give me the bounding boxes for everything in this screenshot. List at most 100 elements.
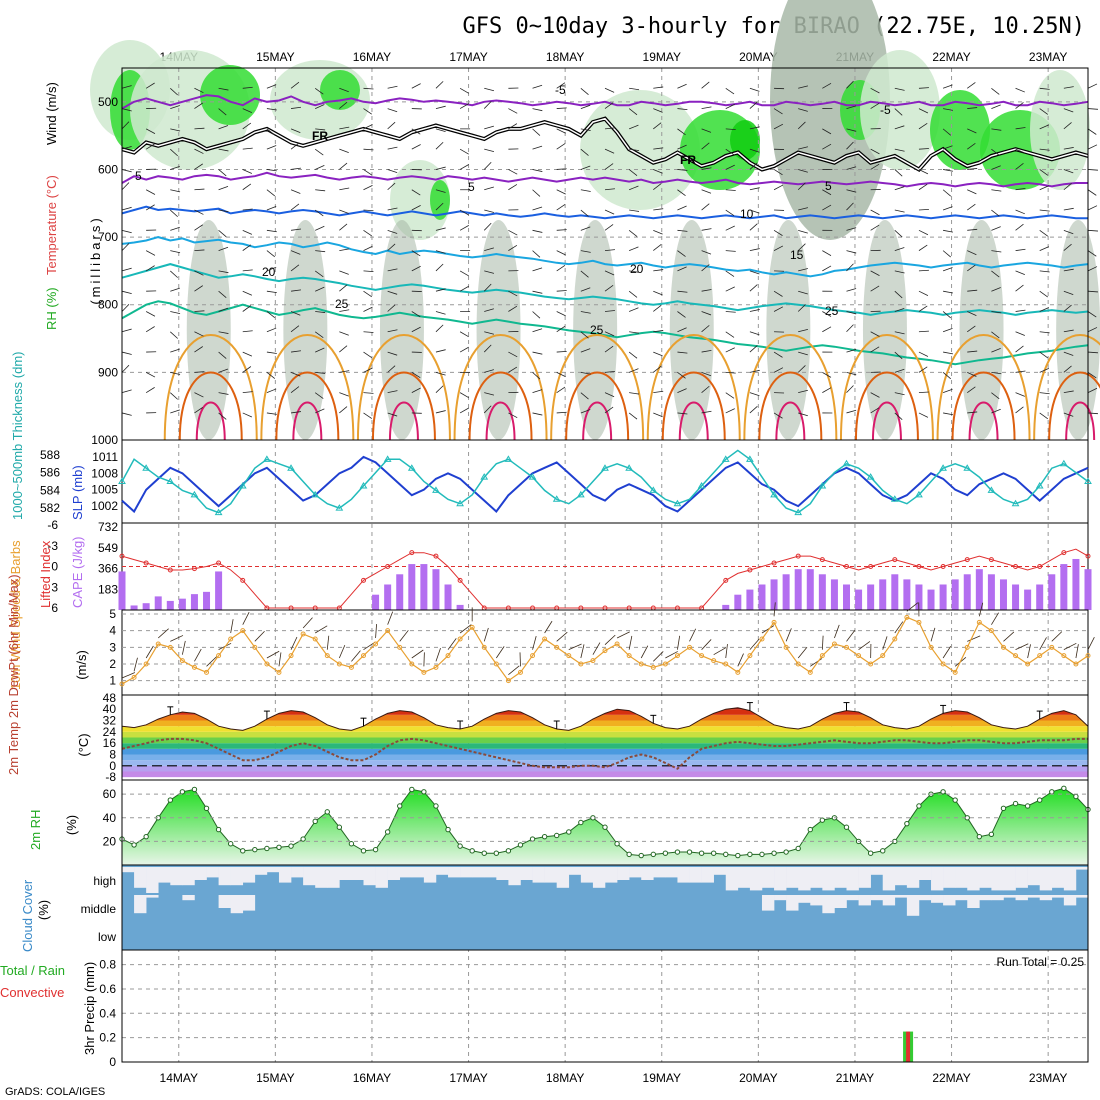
wind-barb xyxy=(194,209,204,215)
surface-isotherm-loop xyxy=(743,334,838,441)
cloud-bar xyxy=(472,867,485,878)
cloud-bar xyxy=(1027,867,1040,886)
wind-barb xyxy=(339,392,349,397)
rh2m-marker xyxy=(397,803,403,809)
wind-barb xyxy=(121,389,132,394)
cape-bar xyxy=(1084,569,1092,610)
cape-bar xyxy=(1072,558,1080,610)
wind-barb xyxy=(870,102,880,109)
wind10-barb xyxy=(375,624,377,639)
day-gridlines xyxy=(178,68,1049,1062)
wind-barb xyxy=(1087,108,1099,110)
rh-plume xyxy=(186,220,231,440)
wind10-marker xyxy=(409,661,415,667)
wind10-barb xyxy=(206,656,217,667)
wind-barb xyxy=(1015,392,1025,397)
wind-barb xyxy=(580,311,591,314)
cloud-bar xyxy=(146,867,159,893)
temp2m-unit: (°C) xyxy=(76,733,91,756)
wind-barb xyxy=(339,126,350,130)
wind-barb xyxy=(870,407,880,414)
wind10-marker xyxy=(904,614,910,620)
wind-barb xyxy=(1039,169,1049,176)
wind-barb xyxy=(387,351,398,356)
lifted-index-marker xyxy=(240,577,246,583)
cape-bar xyxy=(203,591,211,610)
wind-barb xyxy=(580,128,591,132)
wind-barb xyxy=(387,243,396,251)
surface-isotherm-loop xyxy=(1033,334,1100,441)
rh2m-marker xyxy=(916,803,922,809)
wind-barb xyxy=(822,204,832,211)
temp-band xyxy=(122,765,1088,772)
thickness-marker xyxy=(528,473,537,480)
wind-barb xyxy=(315,250,326,253)
wind-barb xyxy=(629,392,640,395)
thickness-marker xyxy=(118,477,126,484)
wind-barb xyxy=(1087,205,1098,211)
temp-band xyxy=(122,737,1088,744)
cloud-bar xyxy=(1039,867,1053,891)
wind-barb xyxy=(725,103,735,109)
wind-barb xyxy=(846,250,857,254)
cloud-bar xyxy=(242,895,256,911)
wind-barb xyxy=(991,347,1001,353)
wind10-barbs xyxy=(121,602,1095,679)
wind-barb xyxy=(846,263,854,272)
wind-barb xyxy=(653,169,663,174)
wind-barb xyxy=(798,229,808,234)
cloud-bar xyxy=(882,895,896,906)
wind-barb xyxy=(677,327,687,333)
wind-barb xyxy=(1087,229,1099,232)
surface-isotherm-loop xyxy=(275,371,340,441)
wind-barb xyxy=(339,370,350,373)
wind-barb xyxy=(339,309,350,312)
wind10-marker xyxy=(385,628,391,634)
lifted-index-marker xyxy=(964,557,970,563)
wind-barb xyxy=(918,148,929,150)
wind-barb xyxy=(484,87,495,92)
wind-barb xyxy=(314,331,324,339)
wind-barb xyxy=(556,311,566,317)
wind-barb xyxy=(242,183,252,191)
cloud-bar xyxy=(943,867,956,888)
wind10-unit-label: (m/s) xyxy=(74,650,89,680)
wind-barb xyxy=(363,392,374,394)
wind-barb xyxy=(942,267,953,272)
cloud-bar xyxy=(894,895,908,898)
wind-barb xyxy=(1087,327,1098,333)
thickness-marker xyxy=(1035,481,1044,489)
cloud-bar xyxy=(846,867,859,891)
cape-bar xyxy=(1036,584,1044,610)
lifted-index-marker xyxy=(747,567,753,573)
wind-barb xyxy=(701,142,710,150)
wind-barb xyxy=(629,307,639,312)
wind-barb xyxy=(556,204,566,211)
slp-axis-label: SLP (mb) xyxy=(70,465,85,520)
wind10-barb xyxy=(978,602,984,617)
cape-bar xyxy=(142,603,150,610)
isotherm-label: 15 xyxy=(790,248,804,262)
wind-barb xyxy=(459,270,469,277)
temp2m-tick: 8 xyxy=(109,748,116,762)
cloud-bar xyxy=(943,895,956,906)
wind10-marker xyxy=(880,653,886,659)
surface-isotherm-loop xyxy=(646,334,741,441)
cloud-bar xyxy=(1063,895,1077,906)
wind-barb xyxy=(798,329,809,333)
wind-barb xyxy=(170,189,181,193)
rh-blob xyxy=(860,50,940,170)
rh2m-marker xyxy=(626,851,632,858)
cloud-bar xyxy=(761,895,775,911)
wind-barb xyxy=(725,286,735,292)
rh2m-marker xyxy=(759,851,765,858)
date-label-bottom: 22MAY xyxy=(932,1071,970,1085)
wind-barb xyxy=(701,250,712,255)
cloud-bar xyxy=(496,867,509,880)
wind-barb xyxy=(991,331,1000,339)
wind-barb xyxy=(1015,345,1024,353)
wind10-marker xyxy=(300,631,306,637)
wind-barb xyxy=(242,229,253,235)
thickness-marker xyxy=(673,499,682,507)
precip-axis-label: 3hr Precip (mm) xyxy=(82,962,97,1055)
